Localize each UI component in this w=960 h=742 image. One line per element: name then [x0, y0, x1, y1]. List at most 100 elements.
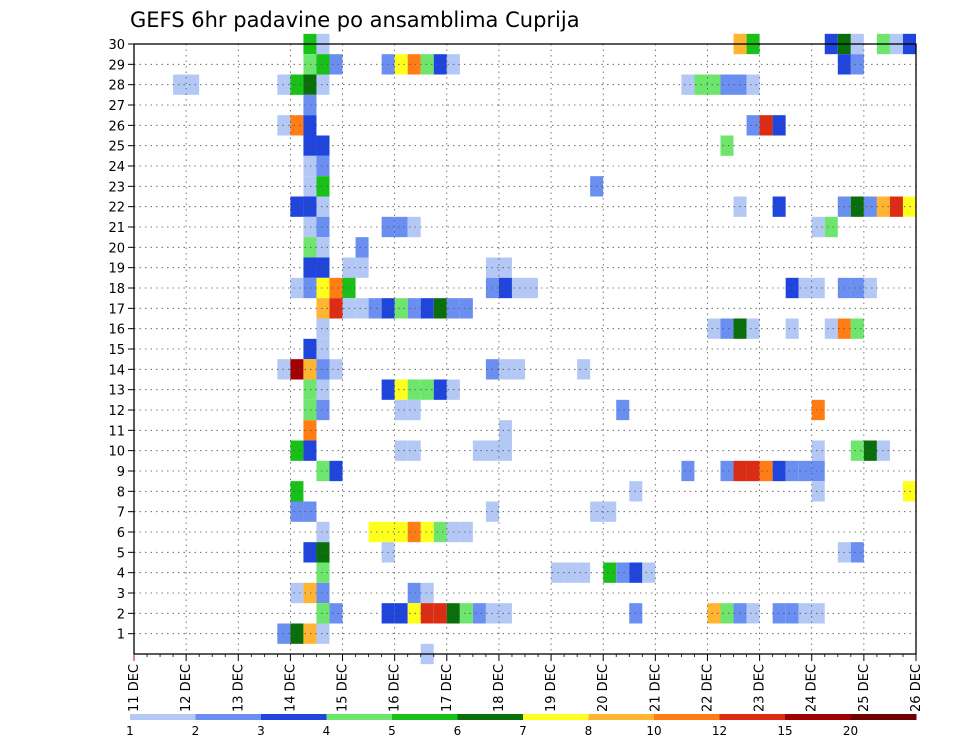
x-tick-label: 22 DEC — [700, 664, 715, 712]
heatmap-cell — [407, 298, 421, 319]
y-tick-label: 23 — [108, 180, 125, 195]
heatmap-cell — [681, 460, 695, 482]
heatmap-cell — [420, 379, 434, 400]
x-tick-label: 18 DEC — [492, 664, 507, 712]
colorbar-swatch — [588, 714, 655, 720]
x-tick-label: 26 DEC — [909, 664, 924, 712]
heatmap-cell — [394, 54, 408, 75]
heatmap-cell — [772, 460, 786, 482]
heatmap-cell — [759, 460, 773, 482]
colorbar-label: 10 — [646, 724, 661, 738]
y-tick-label: 21 — [108, 221, 125, 236]
colorbar-label: 6 — [454, 724, 462, 738]
heatmap-cell — [472, 440, 486, 461]
y-tick-label: 12 — [108, 404, 125, 419]
heatmap-cell — [420, 54, 434, 75]
heatmap-cell — [759, 115, 773, 136]
colorbar-label: 20 — [843, 724, 858, 738]
colorbar-label: 7 — [519, 724, 527, 738]
heatmap-cell — [316, 155, 330, 177]
heatmap-cell — [290, 582, 304, 604]
x-tick-label: 23 DEC — [753, 664, 768, 712]
colorbar-swatch — [261, 714, 327, 720]
y-tick-label: 5 — [117, 546, 125, 561]
heatmap-cell — [316, 399, 330, 421]
heatmap-cell — [772, 603, 786, 624]
heatmap-cell — [316, 196, 330, 217]
heatmap-cell — [498, 603, 512, 624]
colorbar-legend: 1 2 3 4 5 6 7 8 10 12 15 20 — [126, 714, 917, 738]
colorbar-swatch — [392, 714, 458, 720]
heatmap-cell — [290, 481, 304, 502]
heatmap-cell — [746, 74, 760, 95]
heatmap-cell — [498, 359, 512, 380]
heatmap-cell — [603, 501, 617, 522]
heatmap-cell — [407, 582, 421, 604]
heatmap-cell — [316, 562, 330, 583]
colorbar-swatch — [523, 714, 589, 720]
heatmap-cell — [746, 115, 760, 136]
heatmap-cell — [498, 420, 512, 441]
heatmap-cell — [303, 623, 317, 644]
heatmap-cell — [303, 399, 317, 421]
heatmap-cell — [316, 135, 330, 156]
heatmap-cell — [420, 603, 434, 624]
y-tick-label: 9 — [117, 465, 125, 480]
y-tick-label: 7 — [117, 506, 125, 521]
y-tick-label: 27 — [108, 99, 125, 114]
heatmap-cell — [316, 277, 330, 299]
heatmap-cell — [407, 603, 421, 624]
x-tick-label: 13 DEC — [231, 664, 246, 712]
colorbar-label: 5 — [388, 724, 396, 738]
y-tick-label: 6 — [117, 526, 125, 541]
y-tick-label: 18 — [108, 282, 125, 297]
heatmap-cell — [407, 399, 421, 421]
y-tick-label: 3 — [117, 587, 125, 602]
heatmap-cell — [329, 603, 343, 624]
colorbar-label: 2 — [192, 724, 200, 738]
heatmap-cell — [720, 74, 734, 95]
heatmap-cell — [720, 603, 734, 624]
y-tick-label: 19 — [108, 262, 125, 277]
heatmap-cell — [433, 521, 447, 543]
heatmap-cell — [316, 338, 330, 360]
heatmap-cell — [498, 440, 512, 461]
heatmap-cell — [420, 298, 434, 319]
colorbar-label: 3 — [257, 724, 265, 738]
heatmap-cell — [785, 318, 799, 339]
heatmap-cell — [394, 216, 408, 238]
heatmap-cell — [303, 257, 317, 278]
heatmap-cell — [329, 298, 343, 319]
heatmap-cell — [902, 481, 916, 502]
heatmap-cell — [681, 74, 695, 95]
heatmap-cell — [394, 379, 408, 400]
x-tick-label: 12 DEC — [179, 664, 194, 712]
x-tick-label: 25 DEC — [857, 664, 872, 712]
heatmap-cell — [498, 257, 512, 278]
heatmap-cell — [772, 115, 786, 136]
heatmap-cell — [616, 562, 630, 583]
y-tick-label: 16 — [108, 323, 125, 338]
heatmap-cell — [642, 562, 656, 583]
heatmap-cell — [173, 74, 187, 95]
heatmap-cell — [303, 501, 317, 522]
colorbar-swatch — [195, 714, 262, 720]
heatmap-cell — [863, 440, 877, 461]
heatmap-cell — [303, 135, 317, 156]
heatmap-cells — [173, 33, 916, 665]
heatmap-cell — [290, 501, 304, 522]
heatmap-cell — [850, 440, 864, 461]
heatmap-cell — [525, 277, 539, 299]
y-tick-label: 28 — [108, 79, 125, 94]
x-tick-label: 24 DEC — [805, 664, 820, 712]
heatmap-cell — [564, 562, 578, 583]
heatmap-cell — [459, 603, 473, 624]
heatmap-cell — [303, 420, 317, 441]
heatmap-cell — [811, 399, 825, 421]
heatmap-cell — [433, 379, 447, 400]
heatmap-cell — [772, 196, 786, 217]
heatmap-cell — [316, 521, 330, 543]
heatmap-cell — [355, 298, 369, 319]
heatmap-cell — [746, 603, 760, 624]
